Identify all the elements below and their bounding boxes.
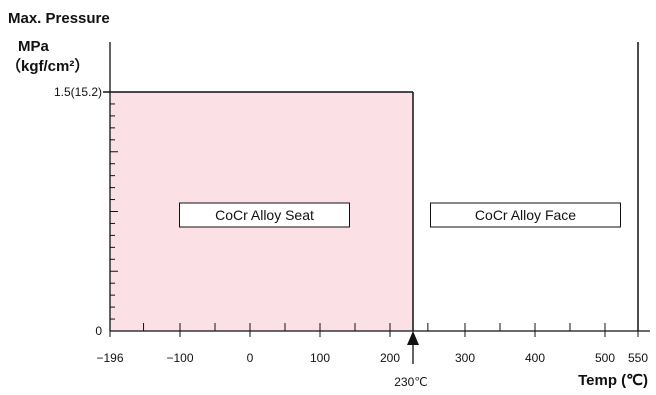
x-tick-labels: −196 −100 0 100 200 300 400 500 550 <box>96 351 648 365</box>
seat-label-box <box>179 202 350 228</box>
y-axis-label-unit: MPa <box>18 38 50 55</box>
x-axis-label: Temp (℃) <box>578 372 648 389</box>
marker-arrow <box>407 331 419 345</box>
x-tick-label: 400 <box>525 351 545 365</box>
x-tick-label: 200 <box>380 351 400 365</box>
x-tick-label: 100 <box>310 351 330 365</box>
seat-region-label: CoCr Alloy Seat <box>215 207 314 223</box>
x-tick-label: 300 <box>455 351 475 365</box>
y-tick-labels: 0 1.5(15.2) <box>54 85 102 338</box>
y-tick-label: 0 <box>95 324 102 338</box>
x-minor-ticks <box>143 323 606 331</box>
x-tick-label: −196 <box>96 351 123 365</box>
y-axis-label-unit-alt: （kgf/cm²） <box>6 57 89 75</box>
y-minor-ticks <box>110 103 118 320</box>
x-tick-label: −100 <box>166 351 193 365</box>
y-tick-label: 1.5(15.2) <box>54 85 102 99</box>
face-region-label: CoCr Alloy Face <box>475 207 576 223</box>
chart-title: Max. Pressure <box>8 10 110 27</box>
x-tick-label: 500 <box>595 351 615 365</box>
x-tick-label: 550 <box>628 351 648 365</box>
x-major-ticks <box>109 331 639 337</box>
face-label-box <box>430 202 621 228</box>
marker-label: 230℃ <box>394 375 428 389</box>
x-tick-label: 0 <box>247 351 254 365</box>
